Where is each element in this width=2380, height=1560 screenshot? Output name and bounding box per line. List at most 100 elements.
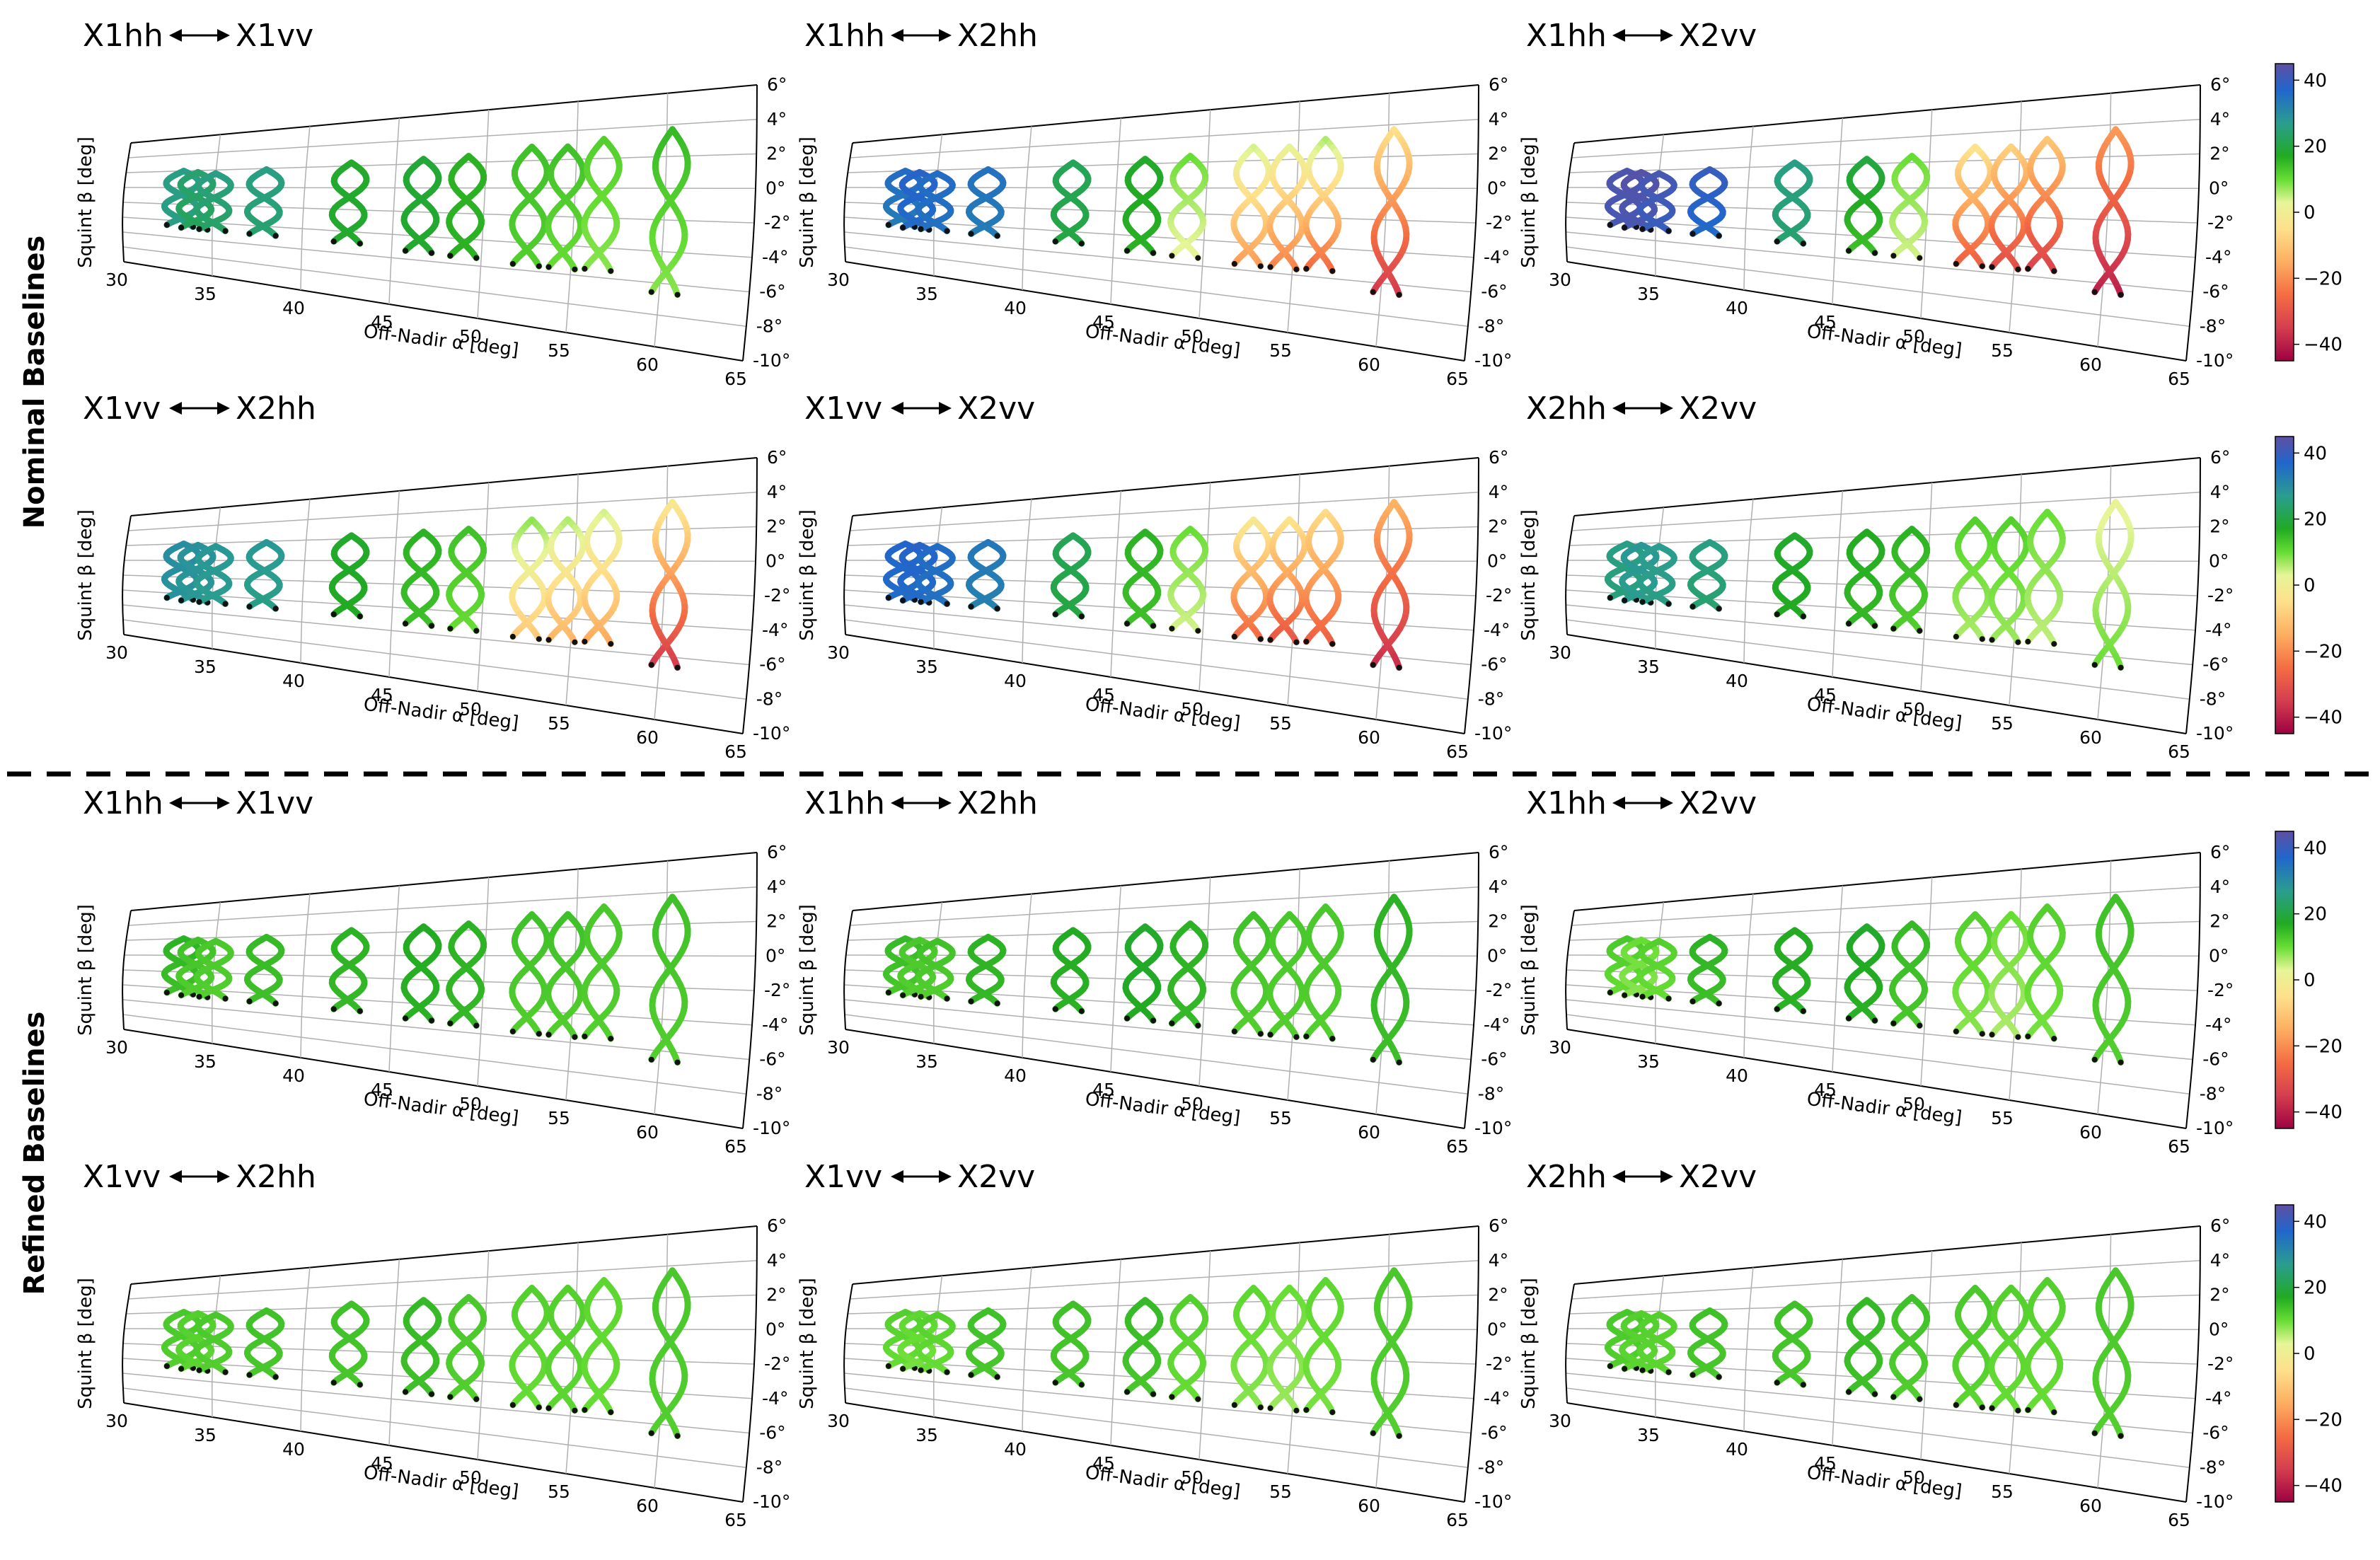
- y-axis-label: Squint β [deg]: [1518, 137, 1540, 268]
- y-tick-label: -2°: [764, 212, 790, 233]
- x-tick-label: 55: [548, 713, 570, 734]
- y-tick-label: -10°: [753, 350, 790, 371]
- panel-4: X1vv X2hh6°4°2°0°-2°-4°-6°-8°-10°30354045…: [75, 391, 790, 762]
- colorbar-tick-label: −20: [2304, 268, 2343, 289]
- track-end-marker: [1979, 263, 1985, 270]
- track-end-marker: [674, 291, 681, 298]
- y-axis-label: Squint β [deg]: [797, 137, 818, 268]
- grid-line-alpha: [388, 117, 400, 305]
- track-end-marker: [1195, 255, 1201, 261]
- track-end-marker: [1890, 253, 1897, 259]
- y-tick-label: -6°: [759, 1049, 785, 1070]
- y-tick-label: 2°: [2209, 144, 2229, 164]
- x-tick-label: 50: [459, 326, 482, 347]
- track-end-marker: [163, 989, 170, 995]
- title-arrow-head-right: [217, 29, 230, 42]
- track-end-marker: [1716, 606, 1722, 612]
- track-end-marker: [572, 1034, 578, 1040]
- y-tick-label: 6°: [767, 842, 787, 862]
- panel-title-right: X1vv: [236, 785, 313, 821]
- track-end-marker: [648, 289, 654, 295]
- x-tick-label: 55: [1269, 340, 1292, 361]
- track-end-marker: [163, 221, 170, 228]
- track-end-marker: [447, 253, 454, 259]
- y-tick-label: -2°: [764, 980, 790, 1000]
- track-end-marker: [196, 993, 202, 1000]
- grid-line-alpha: [1832, 117, 1844, 305]
- track-end-marker: [1231, 633, 1237, 640]
- title-arrow-head-left: [169, 797, 182, 809]
- track-end-marker: [246, 998, 253, 1005]
- track-end-marker: [1872, 250, 1878, 256]
- grid-line-beta: [850, 119, 1479, 158]
- track-end-marker: [222, 601, 229, 607]
- grid-line-alpha: [1287, 101, 1300, 333]
- panel-title-left: X1vv: [804, 391, 882, 427]
- title-arrow-head-right: [217, 797, 230, 809]
- track-end-marker: [1917, 628, 1923, 634]
- colorbar-tick-label: 40: [2304, 443, 2327, 464]
- x-tick-label: 65: [1446, 369, 1469, 389]
- track-end-marker: [1622, 224, 1628, 231]
- track-end-marker: [1150, 250, 1156, 256]
- plot-border: [130, 852, 758, 911]
- panel-title-right: X2vv: [1679, 18, 1757, 54]
- x-tick-label: 55: [1991, 713, 2014, 734]
- track-end-marker: [2118, 291, 2124, 298]
- x-tick-label: 50: [1181, 326, 1203, 347]
- track-end-marker: [536, 636, 542, 642]
- grid-line-beta: [844, 216, 1474, 258]
- colorbar-tick-label: 0: [2304, 575, 2316, 596]
- grid-line-beta: [126, 526, 757, 546]
- x-axis-label: Off-Nadir α [deg]: [362, 321, 520, 362]
- y-tick-label: 4°: [767, 109, 787, 129]
- track-end-marker: [1052, 238, 1058, 245]
- grid-line-beta: [1571, 119, 2200, 158]
- track-end-marker: [1979, 636, 1985, 642]
- track-end-marker: [1257, 263, 1264, 270]
- grid-line-alpha: [565, 101, 579, 333]
- track-end-marker: [196, 599, 202, 605]
- track-end-marker: [1800, 241, 1806, 247]
- track-end-marker: [403, 1015, 409, 1022]
- y-tick-label: -6°: [2202, 282, 2229, 302]
- track-end-marker: [918, 226, 924, 232]
- track-end-marker: [994, 606, 1000, 612]
- y-tick-label: 2°: [1488, 144, 1508, 164]
- x-tick-label: 30: [105, 1037, 128, 1058]
- grid-line-beta: [126, 153, 757, 173]
- track-end-marker: [357, 241, 363, 247]
- track-end-marker: [1689, 603, 1696, 610]
- y-tick-label: -4°: [762, 620, 788, 640]
- y-tick-label: 0°: [766, 550, 785, 571]
- track-end-marker: [272, 233, 279, 239]
- track-end-marker: [1195, 628, 1201, 634]
- track-end-marker: [1370, 289, 1376, 295]
- y-tick-label: -8°: [2200, 316, 2226, 336]
- x-tick-label: 50: [1902, 326, 1925, 347]
- track-end-marker: [572, 639, 578, 645]
- track-end-marker: [330, 1006, 337, 1012]
- x-axis-label: Off-Nadir α [deg]: [362, 1089, 520, 1129]
- y-tick-label: 6°: [1489, 447, 1508, 468]
- panel-title-right: X2vv: [957, 391, 1035, 427]
- x-tick-label: 60: [1358, 354, 1380, 375]
- plot-border: [2185, 84, 2201, 362]
- track-end-marker: [222, 995, 229, 1002]
- track-end-marker: [545, 637, 552, 643]
- grid-line-beta: [122, 216, 753, 258]
- track-end-marker: [608, 268, 614, 275]
- panel-1: X1hh X1vv6°4°2°0°-2°-4°-6°-8°-10°30354045…: [75, 18, 790, 389]
- track-end-marker: [357, 613, 363, 620]
- title-arrow-head-left: [169, 29, 182, 42]
- x-tick-label: 35: [194, 1051, 216, 1072]
- track-end-marker: [1846, 620, 1852, 627]
- grid-line-alpha: [1743, 126, 1754, 291]
- y-axis-label: Squint β [deg]: [75, 904, 96, 1036]
- track-end-marker: [2025, 265, 2031, 272]
- x-tick-label: 30: [105, 270, 128, 290]
- title-arrow-head-left: [1612, 402, 1625, 415]
- track-end-marker: [429, 250, 434, 256]
- track-end-marker: [582, 265, 588, 272]
- track-end-marker: [447, 625, 454, 632]
